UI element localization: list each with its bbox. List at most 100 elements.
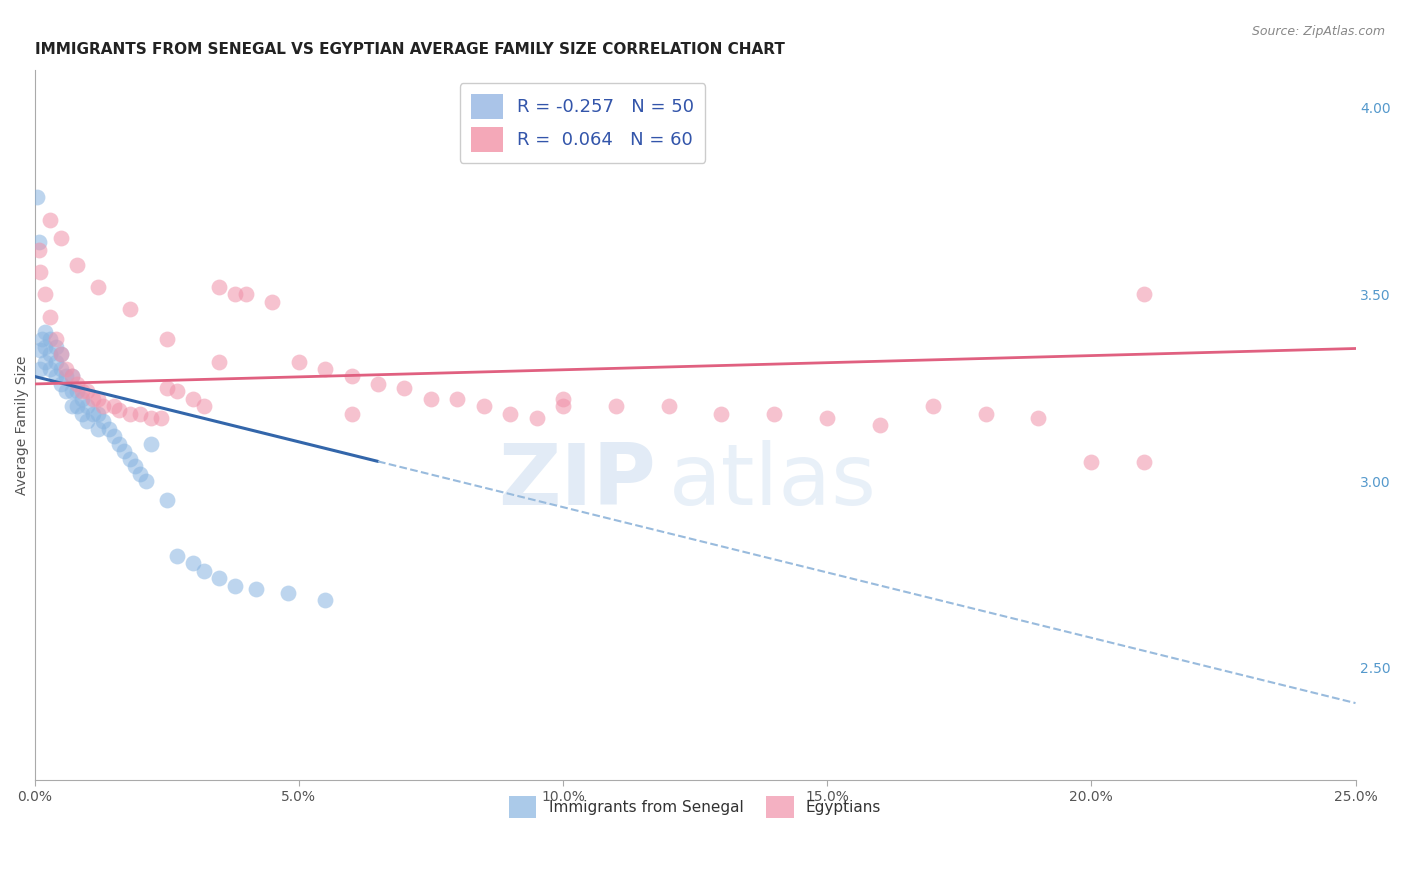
Point (150, 410, 173, 425)
Point (28, 343, 51, 358)
Point (314, 362, 336, 376)
Point (60, 369, 83, 384)
Point (103, 429, 125, 443)
Point (419, 392, 441, 406)
Point (55, 384, 77, 399)
Point (39, 212, 62, 227)
Point (34, 340, 56, 354)
Text: Source: ZipAtlas.com: Source: ZipAtlas.com (1251, 25, 1385, 38)
Point (869, 417, 891, 432)
Point (156, 381, 179, 395)
Point (340, 369, 363, 384)
Point (66, 400, 89, 414)
Text: atlas: atlas (669, 441, 876, 524)
Point (166, 384, 188, 399)
Point (605, 400, 627, 414)
Point (70, 384, 93, 399)
Point (108, 436, 131, 450)
Point (70, 392, 93, 406)
Point (156, 492, 179, 507)
Point (208, 571, 231, 585)
Point (28, 265, 51, 279)
Point (1080, 455, 1102, 469)
Point (103, 400, 125, 414)
Point (66, 258, 89, 272)
Point (45, 340, 67, 354)
Point (224, 578, 246, 592)
Point (76, 400, 98, 414)
Point (87, 280, 110, 294)
Point (1133, 455, 1156, 469)
Point (118, 451, 141, 466)
Point (129, 467, 152, 481)
Point (91, 414, 114, 428)
Point (82, 407, 104, 421)
Point (108, 403, 131, 417)
Point (124, 459, 146, 474)
Point (60, 369, 83, 384)
Point (551, 400, 574, 414)
Point (31, 332, 53, 346)
Point (34, 354, 56, 368)
Point (34, 287, 56, 301)
Point (235, 287, 257, 301)
Point (45, 332, 67, 346)
Point (710, 407, 733, 421)
Point (55, 369, 77, 384)
Point (277, 586, 299, 600)
Y-axis label: Average Family Size: Average Family Size (15, 355, 30, 495)
Point (208, 354, 231, 368)
Point (49, 362, 72, 376)
Point (70, 407, 93, 421)
Point (156, 332, 179, 346)
Point (118, 407, 141, 421)
Point (39, 332, 62, 346)
Point (181, 392, 204, 406)
Point (181, 556, 204, 570)
Point (49, 347, 72, 361)
Point (66, 384, 89, 399)
Point (193, 564, 215, 578)
Point (45, 354, 67, 368)
Point (39, 310, 62, 324)
Point (499, 407, 522, 421)
Point (49, 347, 72, 361)
Text: ZIP: ZIP (498, 441, 655, 524)
Point (28, 235, 51, 249)
Point (118, 302, 141, 317)
Point (49, 376, 72, 391)
Point (815, 410, 838, 425)
Point (87, 407, 110, 421)
Point (193, 400, 215, 414)
Point (224, 287, 246, 301)
Point (314, 593, 336, 607)
Point (658, 400, 681, 414)
Text: IMMIGRANTS FROM SENEGAL VS EGYPTIAN AVERAGE FAMILY SIZE CORRELATION CHART: IMMIGRANTS FROM SENEGAL VS EGYPTIAN AVER… (35, 42, 785, 57)
Point (245, 582, 267, 597)
Point (25, 190, 48, 204)
Point (974, 407, 997, 421)
Point (28, 362, 51, 376)
Point (60, 400, 83, 414)
Point (39, 362, 62, 376)
Point (112, 444, 135, 458)
Point (45, 369, 67, 384)
Point (551, 392, 574, 406)
Point (394, 381, 416, 395)
Point (166, 549, 188, 563)
Point (1133, 287, 1156, 301)
Point (139, 436, 162, 450)
Point (28, 243, 51, 257)
Legend: Immigrants from Senegal, Egyptians: Immigrants from Senegal, Egyptians (501, 789, 889, 825)
Point (139, 410, 162, 425)
Point (340, 407, 363, 421)
Point (91, 400, 114, 414)
Point (76, 414, 98, 428)
Point (55, 362, 77, 376)
Point (921, 400, 943, 414)
Point (49, 231, 72, 245)
Point (34, 325, 56, 339)
Point (1028, 410, 1050, 425)
Point (287, 354, 309, 368)
Point (208, 280, 231, 294)
